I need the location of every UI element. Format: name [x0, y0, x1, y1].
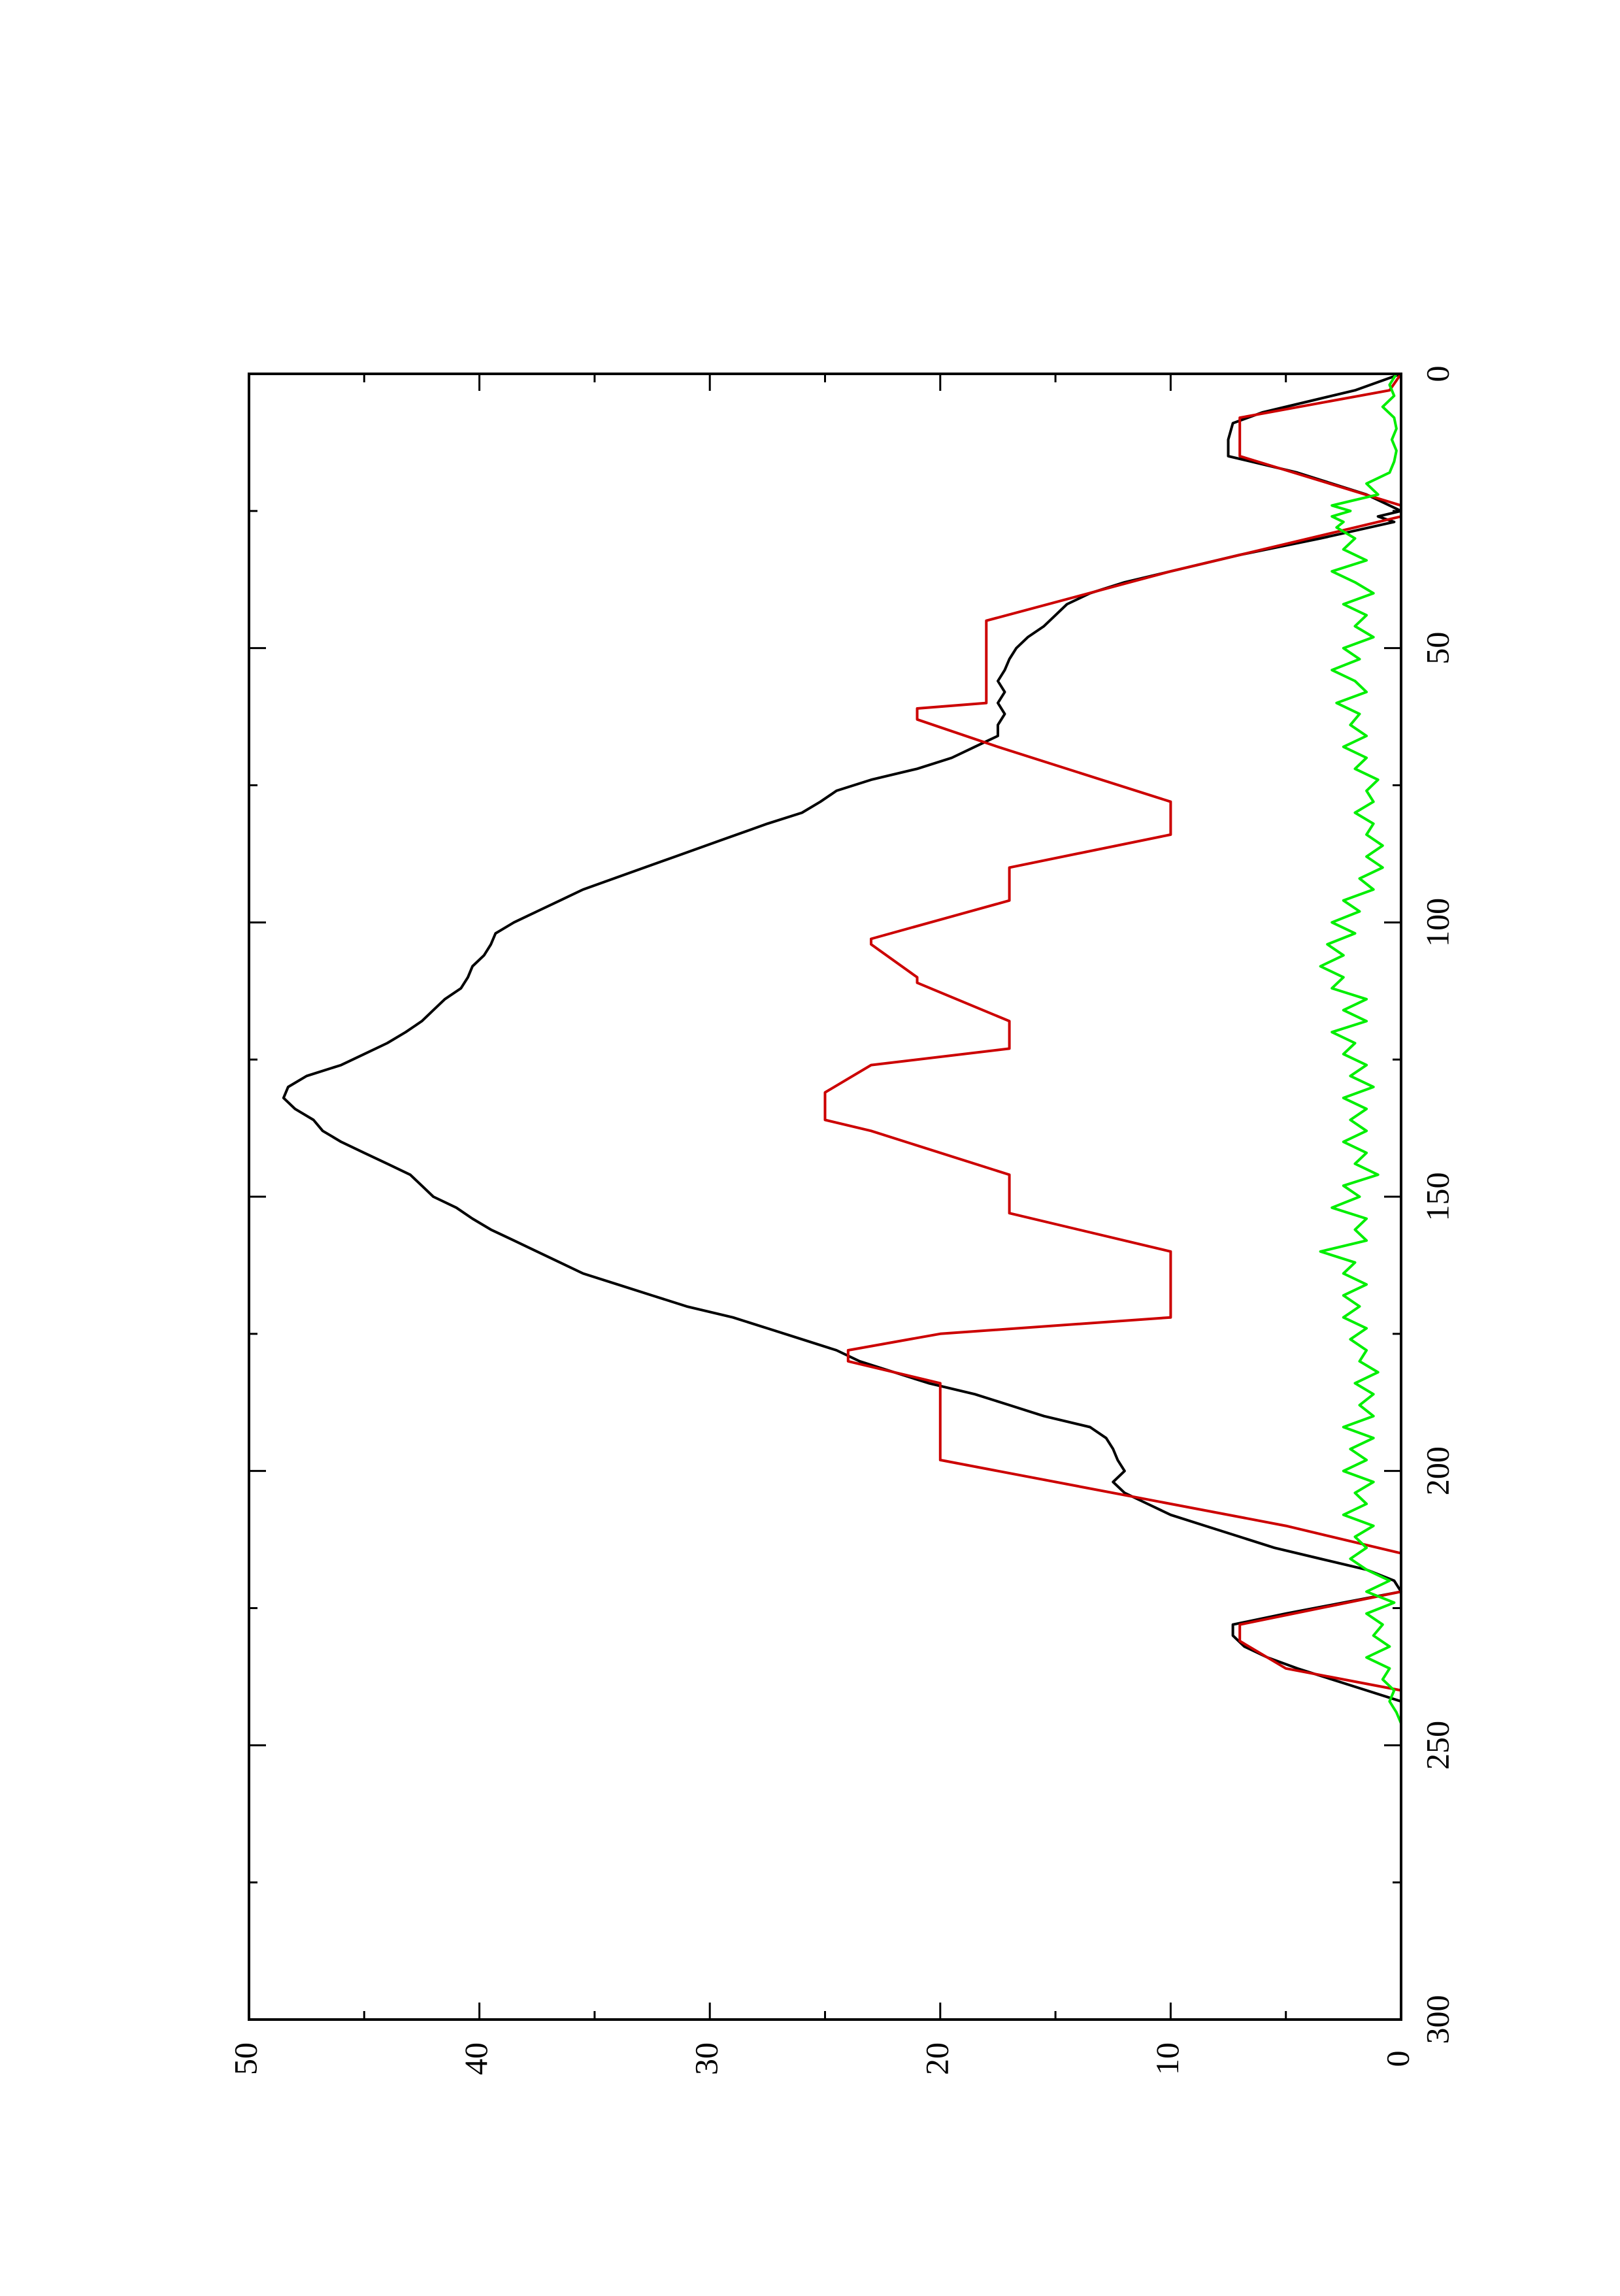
y-tick-label: 10	[1149, 2042, 1185, 2075]
x-tick-label: 100	[1419, 898, 1455, 947]
series-line-1	[282, 373, 1402, 1703]
series-layer	[282, 373, 1402, 1725]
plot-frame	[248, 373, 1402, 2021]
y-tick-label: 50	[227, 2042, 263, 2075]
series-line-2	[823, 373, 1402, 1692]
x-tick-label: 300	[1419, 1995, 1455, 2044]
x-tick-label: 250	[1419, 1721, 1455, 1770]
x-tick-label: 50	[1419, 632, 1455, 665]
y-tick-label: 20	[918, 2042, 955, 2075]
x-tick-label: 200	[1419, 1446, 1455, 1495]
x-tick-label: 150	[1419, 1173, 1455, 1222]
y-tick-label: 30	[688, 2042, 725, 2075]
x-tick-label: 0	[1419, 366, 1455, 382]
series-line-3	[1319, 373, 1402, 1725]
y-tick-label: 40	[457, 2042, 494, 2075]
y-tick-label: 0	[1379, 2051, 1415, 2067]
